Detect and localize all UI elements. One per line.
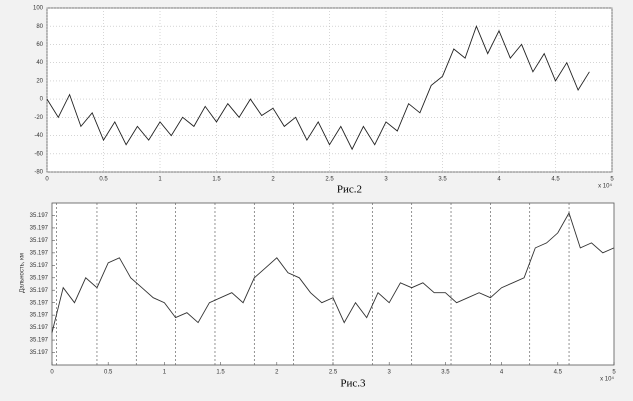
y-tick-label: -40 xyxy=(34,133,43,139)
x-tick-label: 2.5 xyxy=(329,370,338,376)
x-tick-label: 4.5 xyxy=(551,177,560,183)
y-tick-label: 40 xyxy=(36,60,43,66)
x-tick-label: 3.5 xyxy=(438,177,447,183)
x-tick-label: 5 xyxy=(612,370,616,376)
x-tick-label: 3 xyxy=(388,370,392,376)
y-tick-label: 35.197 xyxy=(30,213,49,219)
x-tick-label: 1.5 xyxy=(216,370,225,376)
y-tick-label: 35.197 xyxy=(30,238,49,244)
y-tick-label: 35.197 xyxy=(30,226,49,232)
x-tick-label: 4.5 xyxy=(554,370,563,376)
y-tick-label: 35.197 xyxy=(30,325,49,331)
y-tick-label: -80 xyxy=(34,170,43,176)
x-tick-label: 0.5 xyxy=(99,177,108,183)
x-tick-label: 2 xyxy=(275,370,279,376)
x-tick-label: 3 xyxy=(384,177,388,183)
y-tick-label: 20 xyxy=(36,78,43,84)
x-exponent: x 10⁴ xyxy=(598,183,612,190)
x-tick-label: 2 xyxy=(271,177,275,183)
x-tick-label: 0.5 xyxy=(104,370,113,376)
x-tick-label: 1.5 xyxy=(212,177,221,183)
data-line xyxy=(51,211,615,333)
x-tick-label: 0 xyxy=(45,177,49,183)
y-tick-label: 35.197 xyxy=(30,275,49,281)
y-tick-label: 35.197 xyxy=(30,288,49,294)
y-tick-label: 35.197 xyxy=(30,263,49,269)
x-tick-label: 4 xyxy=(500,370,504,376)
y-tick-label: -20 xyxy=(34,115,43,121)
y-tick-label: 80 xyxy=(36,24,43,30)
x-tick-label: 1 xyxy=(158,177,162,183)
y-tick-label: 35.197 xyxy=(30,313,49,319)
y-tick-label: -60 xyxy=(34,151,43,157)
y-tick-label: 35.197 xyxy=(30,250,49,256)
y-tick-label: 0 xyxy=(40,97,44,103)
x-tick-label: 5 xyxy=(610,177,614,183)
y-tick-label: 35.197 xyxy=(30,338,49,344)
y-axis-label: Дальность, км xyxy=(20,253,26,293)
x-tick-label: 0 xyxy=(50,370,54,376)
y-tick-label: 60 xyxy=(36,42,43,48)
caption: Рис.3 xyxy=(340,378,366,390)
x-exponent: x 10⁴ xyxy=(600,376,614,383)
x-tick-label: 4 xyxy=(497,177,501,183)
x-tick-label: 2.5 xyxy=(325,177,334,183)
data-line xyxy=(46,24,590,151)
y-tick-label: 35.197 xyxy=(30,350,49,356)
x-tick-label: 1 xyxy=(163,370,167,376)
y-tick-label: 35.197 xyxy=(30,300,49,306)
y-tick-label: 100 xyxy=(33,6,44,12)
caption: Рис.2 xyxy=(337,184,362,196)
x-tick-label: 3.5 xyxy=(441,370,450,376)
